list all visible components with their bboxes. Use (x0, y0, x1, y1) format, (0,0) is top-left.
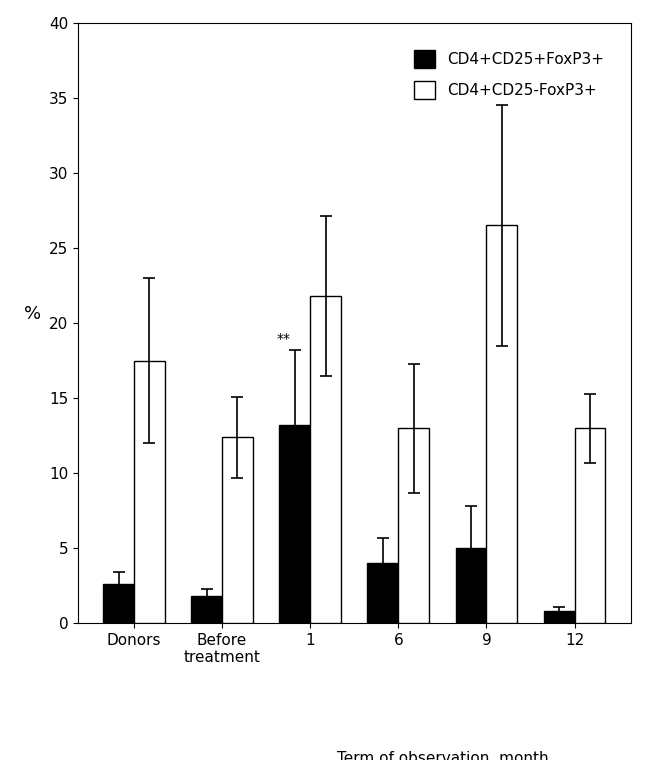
Bar (191, 596, 222, 623)
Y-axis label: %: % (23, 305, 41, 323)
Text: Term of observation, month: Term of observation, month (337, 751, 548, 760)
Text: **: ** (276, 331, 291, 346)
Bar (543, 611, 575, 623)
Bar (398, 428, 429, 623)
Bar (367, 563, 398, 623)
Bar (222, 437, 253, 623)
Bar (134, 360, 165, 623)
Legend: CD4+CD25+FoxP3+, CD4+CD25-FoxP3+: CD4+CD25+FoxP3+, CD4+CD25-FoxP3+ (406, 43, 612, 106)
Bar (310, 296, 341, 623)
Bar (486, 226, 517, 623)
Bar (456, 548, 486, 623)
Bar (575, 428, 605, 623)
Bar (103, 584, 134, 623)
Bar (280, 425, 310, 623)
